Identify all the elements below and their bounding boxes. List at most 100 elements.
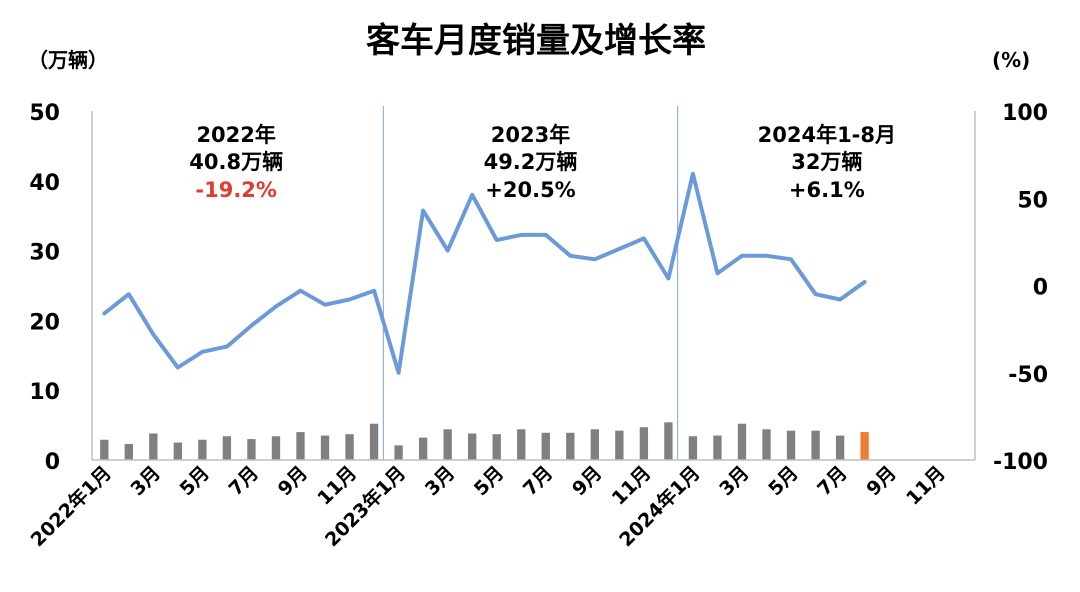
growth-rate-point	[446, 249, 450, 253]
x-tick-label: 7月	[225, 462, 263, 500]
sales-bar	[811, 430, 820, 460]
x-tick-label: 3月	[127, 462, 165, 500]
x-tick-label: 7月	[813, 462, 851, 500]
growth-rate-point	[176, 366, 180, 370]
growth-rate-point	[519, 233, 523, 237]
sales-bar	[615, 430, 624, 460]
x-tick-label: 3月	[421, 462, 459, 500]
sales-bar	[517, 429, 526, 460]
sales-bar	[124, 443, 133, 460]
growth-rate-point	[495, 238, 499, 242]
growth-rate-point	[323, 303, 327, 307]
sales-bar	[541, 432, 550, 460]
sales-bar	[639, 427, 649, 460]
period-annotation-volume: 40.8万辆	[189, 150, 283, 174]
period-annotation-growth: -19.2%	[195, 178, 277, 202]
sales-bar	[173, 442, 183, 460]
growth-rate-line-series	[102, 171, 867, 375]
period-annotation-volume: 49.2万辆	[484, 150, 578, 174]
period-annotation-volume: 32万辆	[791, 150, 862, 174]
period-annotation-title: 2022年	[196, 123, 275, 147]
sales-bar	[492, 434, 501, 460]
left-tick-label: 50	[29, 101, 60, 126]
growth-rate-point	[544, 233, 548, 237]
growth-rate-point	[765, 254, 769, 258]
sales-bar	[418, 437, 428, 460]
x-tick-label: 5月	[470, 462, 508, 500]
left-tick-label: 0	[45, 450, 60, 475]
growth-rate-point	[642, 236, 646, 240]
x-tick-label: 3月	[715, 462, 753, 500]
sales-bar	[345, 434, 354, 460]
growth-rate-point	[814, 292, 818, 296]
period-dividers	[382, 106, 679, 460]
growth-rate-point	[102, 311, 106, 315]
right-tick-label: -50	[1008, 363, 1048, 388]
growth-rate-point	[151, 332, 155, 336]
growth-rate-point	[863, 280, 867, 284]
x-tick-label: 9月	[274, 462, 312, 500]
right-axis-ticks: -100 -50 0 50 100	[993, 101, 1048, 475]
growth-rate-point	[470, 193, 474, 197]
growth-rate-point	[225, 345, 229, 349]
growth-rate-point	[249, 324, 253, 328]
growth-rate-point	[127, 292, 131, 296]
sales-bars	[100, 422, 869, 460]
growth-rate-point	[666, 277, 670, 281]
growth-rate-point	[298, 289, 302, 293]
period-annotation-title: 2024年1-8月	[758, 123, 896, 147]
growth-rate-point	[274, 304, 278, 308]
sales-bar	[688, 436, 698, 460]
sales-bar	[590, 429, 599, 460]
growth-rate-point	[348, 297, 352, 301]
sales-bar	[247, 439, 256, 460]
sales-bar	[566, 432, 575, 460]
growth-rate-point	[200, 350, 204, 354]
left-unit-label: （万辆）	[28, 48, 108, 72]
growth-rate-point	[617, 247, 621, 251]
x-tick-label: 5月	[176, 462, 214, 500]
growth-rate-point	[691, 172, 695, 176]
sales-bar	[443, 429, 452, 460]
left-tick-label: 10	[29, 380, 60, 405]
sales-bar	[664, 422, 673, 460]
left-axis-ticks: 0 10 20 30 40 50	[29, 101, 60, 475]
growth-rate-point	[568, 254, 572, 258]
sales-bar	[271, 436, 281, 460]
right-tick-label: 100	[1002, 101, 1048, 126]
left-tick-label: 40	[29, 171, 60, 196]
chart-title: 客车月度销量及增长率	[366, 21, 706, 61]
sales-bar	[369, 423, 379, 460]
growth-rate-line	[102, 171, 867, 375]
sales-bar-highlight	[860, 432, 869, 460]
growth-rate-point	[838, 297, 842, 301]
period-annotations: 2022年 40.8万辆 -19.2% 2023年 49.2万辆 +20.5% 2024年1…	[189, 123, 896, 202]
sales-bar	[737, 423, 747, 460]
sales-bar	[222, 436, 232, 460]
right-tick-label: -100	[993, 450, 1048, 475]
sales-bar	[394, 445, 403, 460]
sales-bar	[198, 439, 207, 460]
growth-rate-point	[593, 257, 597, 261]
left-tick-label: 30	[29, 241, 60, 266]
x-tick-label: 2022年1月	[26, 461, 116, 551]
sales-bar	[149, 433, 158, 460]
growth-rate-point	[789, 257, 793, 261]
growth-rate-point	[715, 271, 719, 275]
period-annotation-growth: +6.1%	[789, 178, 865, 202]
growth-rate-point	[397, 371, 401, 375]
x-tick-label: 11月	[902, 462, 950, 510]
sales-bar	[835, 435, 845, 460]
sales-bar	[320, 435, 330, 460]
sales-bar	[100, 439, 109, 460]
right-tick-label: 50	[1017, 188, 1048, 213]
sales-bar	[762, 429, 771, 460]
sales-bar	[468, 433, 477, 460]
sales-bar	[786, 430, 796, 460]
period-annotation-title: 2023年	[491, 123, 570, 147]
growth-rate-point	[740, 254, 744, 258]
right-tick-label: 0	[1033, 276, 1048, 301]
period-annotation-growth: +20.5%	[485, 178, 575, 202]
